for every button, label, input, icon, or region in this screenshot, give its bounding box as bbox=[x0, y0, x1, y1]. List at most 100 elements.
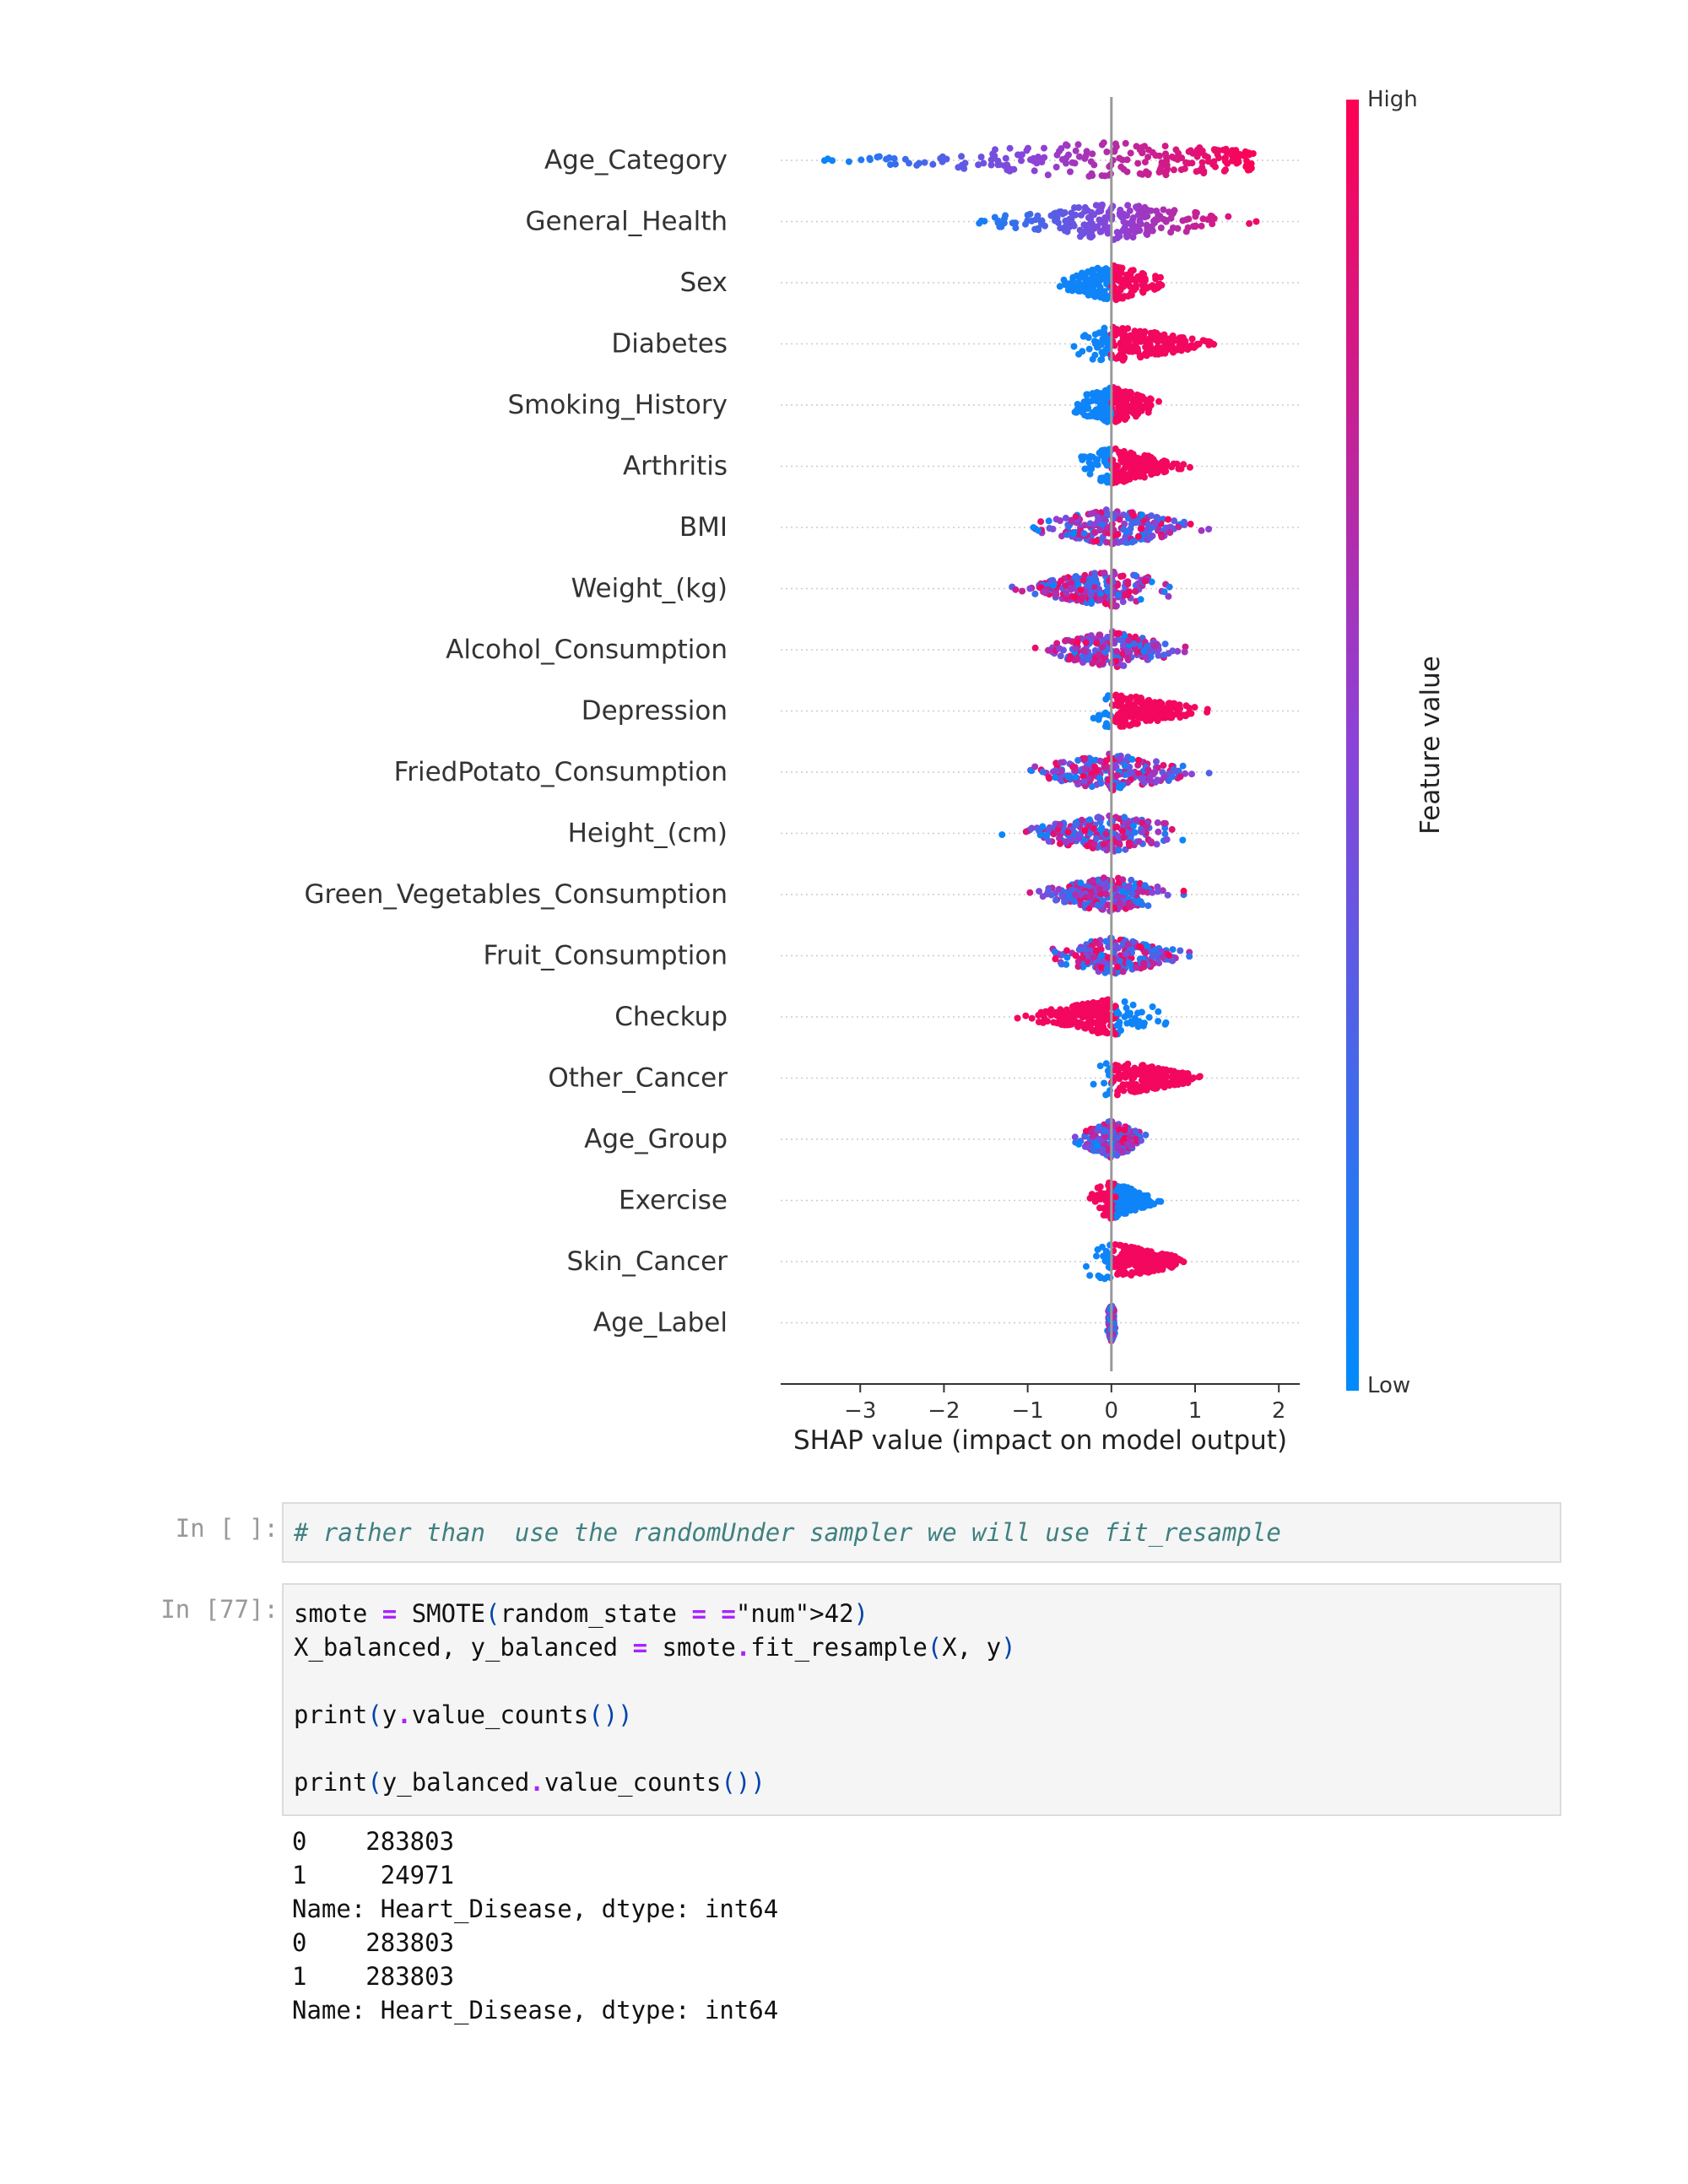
shap-point bbox=[1062, 838, 1069, 846]
shap-point bbox=[1132, 1016, 1139, 1024]
shap-point bbox=[1098, 449, 1106, 457]
shap-point bbox=[1138, 1137, 1144, 1144]
shap-point bbox=[1086, 894, 1094, 901]
shap-point bbox=[1117, 958, 1124, 965]
shap-point bbox=[1052, 955, 1059, 963]
shap-point bbox=[1168, 773, 1176, 781]
shap-point bbox=[1101, 709, 1109, 716]
shap-point bbox=[1062, 514, 1069, 522]
shap-point bbox=[1055, 885, 1063, 893]
shap-point bbox=[955, 164, 962, 171]
shap-point bbox=[1081, 332, 1089, 339]
shap-point bbox=[998, 831, 1006, 839]
shap-point bbox=[1115, 1255, 1123, 1262]
shap-point bbox=[1091, 763, 1099, 770]
shap-point bbox=[1006, 167, 1014, 175]
shap-point bbox=[1072, 891, 1079, 899]
shap-point bbox=[1134, 159, 1142, 167]
shap-point bbox=[1095, 651, 1102, 658]
shap-point bbox=[1121, 1134, 1128, 1142]
shap-point bbox=[1057, 652, 1064, 660]
shap-point bbox=[1118, 264, 1126, 272]
code-line bbox=[294, 1732, 1550, 1765]
shap-point bbox=[1081, 754, 1089, 762]
shap-point bbox=[1094, 1142, 1101, 1149]
shap-point bbox=[1064, 280, 1072, 288]
shap-point bbox=[1124, 1253, 1132, 1261]
shap-point bbox=[1117, 350, 1124, 358]
shap-point bbox=[1009, 219, 1016, 227]
shap-point bbox=[1074, 581, 1082, 589]
shap-point bbox=[1113, 1022, 1121, 1030]
shap-point bbox=[1132, 587, 1139, 595]
shap-point bbox=[1085, 289, 1092, 297]
shap-point bbox=[1088, 597, 1096, 605]
shap-point bbox=[1093, 640, 1101, 647]
shap-point bbox=[1149, 889, 1156, 896]
shap-point bbox=[1022, 1012, 1030, 1019]
shap-point bbox=[1052, 760, 1060, 767]
shap-point bbox=[1114, 893, 1122, 900]
shap-point bbox=[1063, 531, 1071, 538]
x-axis-title: SHAP value (impact on model output) bbox=[793, 1425, 1287, 1456]
shap-point bbox=[1119, 1271, 1127, 1279]
shap-point bbox=[980, 159, 987, 167]
shap-point bbox=[1145, 224, 1153, 232]
shap-point bbox=[1022, 220, 1029, 228]
shap-point bbox=[1090, 521, 1098, 528]
shap-point bbox=[1179, 334, 1187, 342]
shap-point bbox=[1071, 1133, 1079, 1141]
shap-point bbox=[1090, 954, 1097, 961]
shap-point bbox=[1169, 957, 1177, 965]
shap-point bbox=[1220, 167, 1228, 175]
shap-point bbox=[1139, 208, 1146, 216]
shap-point bbox=[1097, 1273, 1105, 1281]
shap-point bbox=[1112, 143, 1120, 150]
shap-point bbox=[1170, 349, 1177, 356]
shap-point bbox=[1166, 1082, 1173, 1089]
shap-point bbox=[1132, 338, 1139, 345]
shap-point bbox=[1141, 203, 1149, 211]
shap-point bbox=[1096, 885, 1103, 893]
shap-point bbox=[1182, 643, 1189, 651]
feature-label: Age_Category bbox=[544, 145, 728, 176]
shap-point bbox=[1059, 210, 1067, 218]
output-line: 0 283803 bbox=[292, 1928, 455, 1957]
shap-point bbox=[1096, 631, 1104, 639]
shap-point bbox=[1130, 640, 1138, 647]
shap-point bbox=[1123, 695, 1130, 703]
shap-point bbox=[1116, 448, 1123, 456]
shap-beeswarm-svg: Age_Category General_Health Sex Diabetes Smo… bbox=[305, 87, 1446, 1456]
shap-point bbox=[1166, 523, 1174, 531]
shap-point bbox=[1127, 149, 1134, 157]
shap-point bbox=[1100, 1211, 1107, 1219]
shap-point bbox=[1139, 828, 1145, 835]
shap-point bbox=[1100, 841, 1107, 848]
shap-point bbox=[1025, 144, 1031, 152]
shap-point bbox=[1095, 513, 1101, 521]
shap-point bbox=[1052, 896, 1059, 904]
code-editor[interactable]: smote = SMOTE(random_state = ="num">42) X… bbox=[282, 1583, 1561, 1816]
shap-point bbox=[1177, 947, 1184, 954]
shap-point bbox=[1155, 1065, 1162, 1072]
shap-point bbox=[1168, 825, 1176, 833]
shap-point bbox=[1130, 822, 1137, 830]
shap-point bbox=[1068, 835, 1075, 843]
shap-point bbox=[1064, 286, 1072, 294]
code-editor[interactable]: # rather than use the randomUnder sample… bbox=[282, 1502, 1561, 1563]
shap-point bbox=[1124, 1060, 1132, 1068]
shap-point bbox=[992, 146, 998, 154]
shap-point bbox=[1114, 1073, 1122, 1080]
shap-point bbox=[1047, 1006, 1055, 1014]
shap-point bbox=[1140, 960, 1148, 967]
shap-point bbox=[1140, 1262, 1148, 1270]
output-line: 1 24971 bbox=[292, 1861, 455, 1889]
shap-point bbox=[1167, 712, 1175, 720]
shap-point bbox=[1074, 757, 1082, 764]
shap-point bbox=[1085, 655, 1092, 662]
shap-point bbox=[1081, 647, 1089, 655]
shap-point bbox=[1090, 273, 1098, 280]
shap-point bbox=[1242, 163, 1250, 170]
shap-point bbox=[1116, 1241, 1123, 1249]
shap-point bbox=[1223, 159, 1231, 167]
